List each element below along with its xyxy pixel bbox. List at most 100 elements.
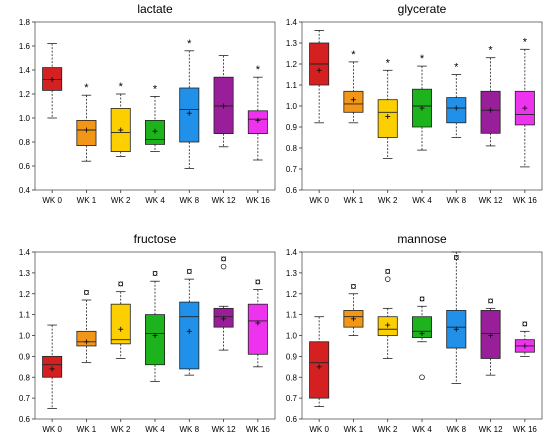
y-tick-label: 1.0 bbox=[19, 332, 31, 341]
y-tick-label: 1.0 bbox=[286, 102, 298, 111]
x-tick-label: WK 12 bbox=[479, 425, 504, 434]
significance-mark: ¤ bbox=[118, 279, 124, 291]
significance-mark: * bbox=[351, 49, 356, 61]
x-tick-label: WK 1 bbox=[77, 196, 97, 205]
chart-title: fructose bbox=[134, 232, 177, 246]
box-wk-4: ¤ bbox=[144, 268, 165, 382]
box-wk-4: * bbox=[144, 83, 165, 153]
panel-lactate: lactate 0.4 0.6 0.8 1.0 1.2 1.4 1.6 1.8 WK 0 * WK 1… bbox=[19, 2, 276, 205]
box-wk-12: * bbox=[480, 45, 501, 147]
box-iqr bbox=[411, 316, 432, 338]
box-iqr bbox=[110, 303, 131, 345]
significance-mark: ¤ bbox=[453, 252, 459, 264]
x-tick-label: WK 4 bbox=[412, 196, 432, 205]
y-tick-label: 1.1 bbox=[286, 81, 298, 90]
significance-mark: * bbox=[153, 83, 158, 95]
y-tick-label: 1.4 bbox=[286, 248, 298, 257]
panel-mannose: mannose 0.6 0.7 0.8 0.9 1.0 1.1 1.2 1.3 1.4 WK 0 ¤ W… bbox=[286, 232, 543, 434]
significance-mark: ¤ bbox=[83, 287, 89, 299]
x-tick-label: WK 12 bbox=[479, 196, 504, 205]
box-wk-2: * bbox=[110, 81, 131, 157]
y-tick-label: 0.6 bbox=[19, 415, 31, 424]
box-iqr bbox=[144, 314, 165, 366]
y-tick-label: 0.9 bbox=[286, 352, 298, 361]
significance-mark: ¤ bbox=[350, 281, 356, 293]
x-tick-label: WK 16 bbox=[246, 425, 271, 434]
x-tick-label: WK 2 bbox=[111, 425, 131, 434]
significance-mark: ¤ bbox=[385, 266, 391, 278]
y-tick-label: 1.3 bbox=[19, 269, 31, 278]
box-wk-0 bbox=[42, 43, 63, 119]
x-tick-label: WK 16 bbox=[513, 196, 538, 205]
box-wk-2: ¤ bbox=[377, 266, 398, 359]
y-tick-label: 0.6 bbox=[286, 186, 298, 195]
significance-mark: * bbox=[386, 57, 391, 69]
plot-frame bbox=[34, 21, 276, 191]
outlier-point bbox=[419, 374, 425, 381]
box-wk-4: ¤ bbox=[411, 293, 432, 381]
box-iqr bbox=[247, 303, 268, 355]
box-wk-16: ¤ bbox=[514, 318, 535, 357]
y-tick-label: 0.4 bbox=[19, 186, 31, 195]
box-wk-16: * bbox=[247, 64, 268, 161]
significance-mark: * bbox=[187, 38, 192, 50]
y-tick-label: 0.6 bbox=[286, 415, 298, 424]
x-tick-label: WK 8 bbox=[180, 425, 200, 434]
box-wk-8: * bbox=[179, 38, 200, 169]
box-wk-12 bbox=[213, 55, 234, 148]
significance-mark: ¤ bbox=[488, 295, 494, 307]
y-tick-label: 0.6 bbox=[19, 162, 31, 171]
box-wk-2: ¤ bbox=[110, 279, 131, 359]
x-tick-label: WK 0 bbox=[42, 425, 62, 434]
x-tick-label: WK 4 bbox=[412, 425, 432, 434]
x-tick-label: WK 1 bbox=[77, 425, 97, 434]
box-wk-1: * bbox=[76, 82, 97, 162]
y-tick-label: 1.6 bbox=[19, 42, 31, 51]
y-tick-label: 0.9 bbox=[19, 352, 31, 361]
significance-mark: ¤ bbox=[255, 277, 261, 289]
x-tick-label: WK 1 bbox=[344, 425, 364, 434]
box-wk-1: * bbox=[343, 49, 364, 124]
box-wk-16: ¤ bbox=[247, 277, 268, 368]
box-wk-12: ¤ bbox=[480, 295, 501, 376]
x-tick-label: WK 0 bbox=[309, 425, 329, 434]
significance-mark: ¤ bbox=[186, 266, 192, 278]
x-tick-label: WK 4 bbox=[145, 196, 165, 205]
y-tick-label: 1.1 bbox=[286, 311, 298, 320]
y-tick-label: 0.7 bbox=[286, 165, 298, 174]
box-wk-2: * bbox=[377, 57, 398, 159]
y-tick-label: 0.8 bbox=[19, 373, 31, 382]
y-tick-label: 1.3 bbox=[286, 269, 298, 278]
y-tick-label: 1.2 bbox=[286, 60, 298, 69]
y-tick-label: 1.4 bbox=[286, 18, 298, 27]
x-tick-label: WK 12 bbox=[212, 425, 237, 434]
y-tick-label: 1.0 bbox=[19, 114, 31, 123]
significance-mark: * bbox=[523, 36, 528, 48]
y-tick-label: 1.4 bbox=[19, 66, 31, 75]
x-tick-label: WK 2 bbox=[378, 425, 398, 434]
outlier-point bbox=[220, 263, 227, 270]
y-tick-label: 0.9 bbox=[286, 123, 298, 132]
significance-mark: * bbox=[119, 81, 124, 93]
box-wk-1: ¤ bbox=[76, 287, 97, 364]
y-tick-label: 0.8 bbox=[286, 144, 298, 153]
significance-mark: * bbox=[84, 82, 89, 94]
y-tick-label: 1.1 bbox=[19, 311, 31, 320]
x-tick-label: WK 8 bbox=[447, 425, 467, 434]
y-tick-label: 1.2 bbox=[286, 290, 298, 299]
chart-title: glycerate bbox=[398, 2, 447, 16]
significance-mark: ¤ bbox=[221, 254, 227, 266]
x-tick-label: WK 1 bbox=[344, 196, 364, 205]
box-wk-4: * bbox=[411, 53, 432, 151]
x-tick-label: WK 16 bbox=[513, 425, 538, 434]
chart-title: lactate bbox=[137, 2, 173, 16]
chart-title: mannose bbox=[397, 232, 447, 246]
box-wk-16: * bbox=[514, 36, 535, 168]
significance-mark: * bbox=[454, 62, 459, 74]
y-tick-label: 0.8 bbox=[19, 138, 31, 147]
panel-fructose: fructose 0.6 0.7 0.8 0.9 1.0 1.1 1.2 1.3 1.4 WK 0 ¤… bbox=[19, 232, 276, 434]
box-iqr bbox=[179, 301, 200, 370]
box-wk-0 bbox=[42, 324, 63, 409]
box-wk-8: ¤ bbox=[446, 251, 467, 384]
significance-mark: * bbox=[420, 53, 425, 65]
